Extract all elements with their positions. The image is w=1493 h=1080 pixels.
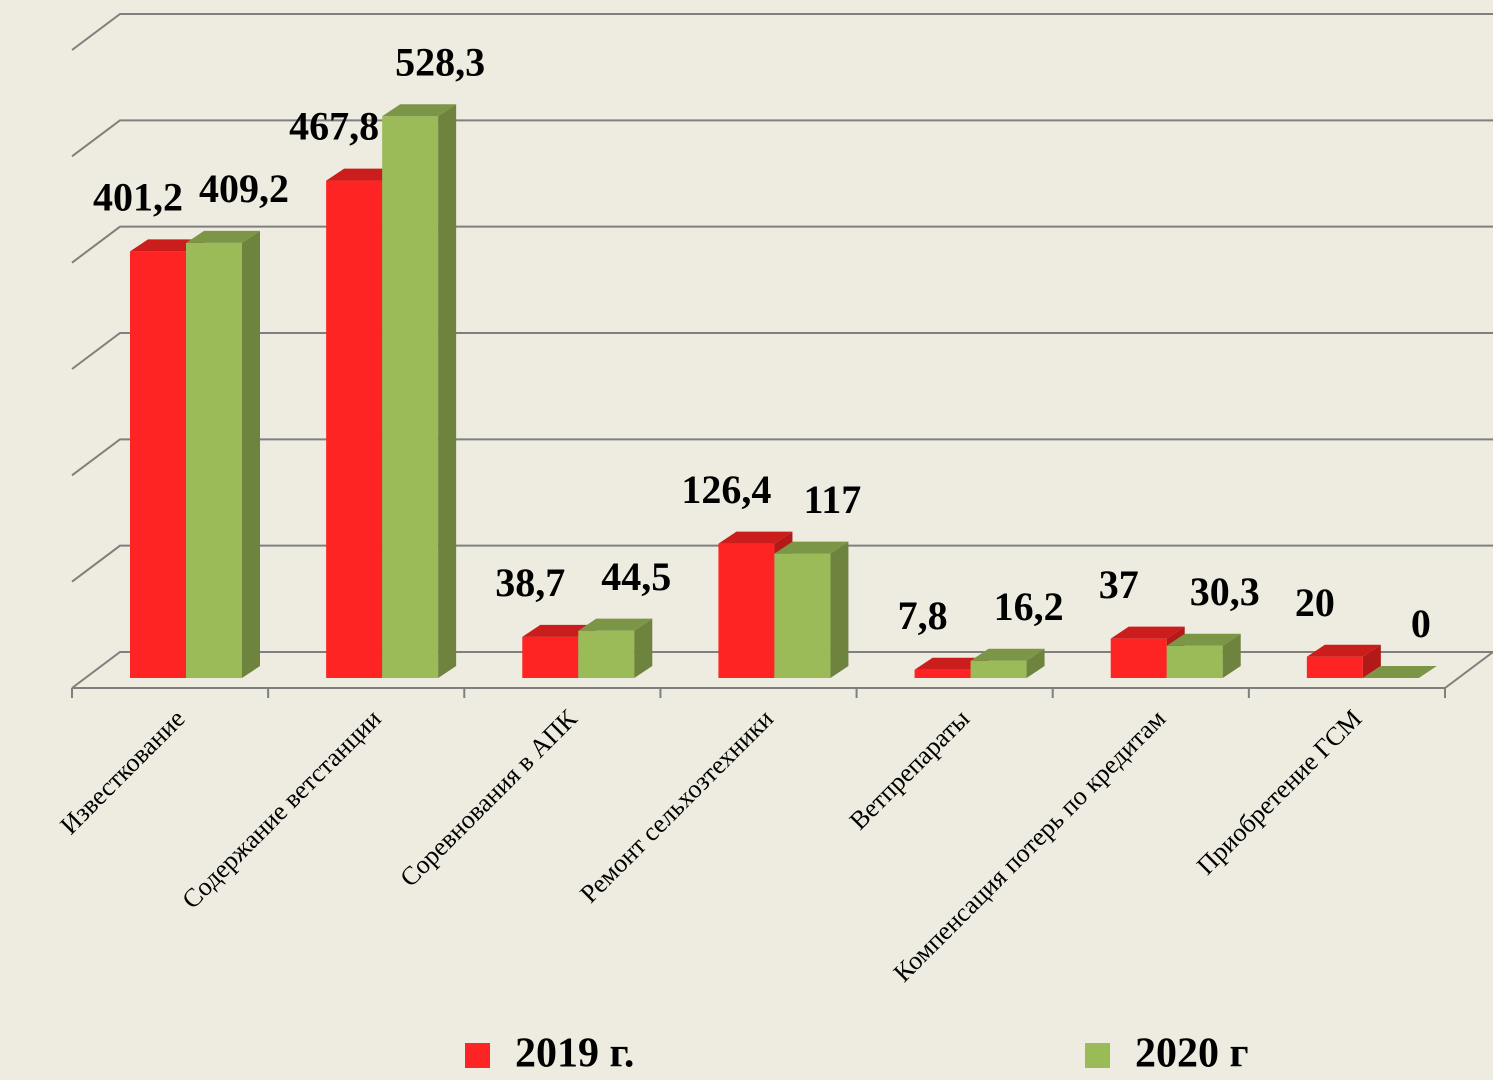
bar-top — [970, 648, 1045, 661]
bar — [1166, 645, 1223, 678]
bar-top — [774, 541, 849, 554]
bar-top — [578, 618, 653, 631]
data-label: 7,8 — [898, 593, 948, 638]
grid-line — [71, 438, 1493, 477]
bar — [522, 636, 579, 678]
legend-swatch — [465, 1043, 490, 1068]
bar-top — [130, 239, 204, 252]
bar — [914, 669, 971, 678]
data-label: 401,2 — [93, 175, 183, 220]
bar-top — [1306, 644, 1381, 657]
bar-side — [1362, 644, 1381, 678]
grid-line — [71, 544, 1493, 583]
bar-side — [1222, 633, 1241, 678]
bar — [1306, 656, 1363, 678]
bar-top — [914, 657, 989, 670]
legend-swatch — [1085, 1043, 1110, 1068]
bar — [326, 180, 383, 678]
legend-label: 2019 г. — [515, 1031, 634, 1077]
bar-top — [522, 624, 597, 637]
bar — [130, 251, 186, 678]
bar — [1110, 638, 1167, 678]
data-label: 117 — [804, 477, 862, 522]
x-tick-label: Содержание ветстанции — [176, 704, 386, 914]
bar-side — [830, 541, 849, 678]
bar-side — [242, 230, 260, 678]
bar-top — [326, 168, 401, 181]
bar — [774, 553, 831, 678]
bar-top — [718, 531, 793, 544]
bar-side — [438, 104, 457, 679]
grid-line — [71, 332, 1493, 370]
data-label: 37 — [1099, 562, 1139, 607]
bar — [718, 543, 775, 678]
bar — [970, 660, 1027, 678]
bar-top — [1166, 633, 1241, 646]
x-tick-label: Приобретение ГСМ — [1191, 704, 1367, 880]
x-tick-label: Ремонт сельхозтехники — [574, 704, 779, 909]
data-label: 20 — [1295, 580, 1335, 625]
bar-top — [382, 104, 457, 117]
bar — [382, 116, 439, 679]
bar — [578, 630, 635, 678]
data-label: 409,2 — [199, 166, 289, 211]
data-label: 30,3 — [1190, 569, 1260, 614]
bar-side — [634, 618, 653, 678]
x-tick-label: Известкование — [54, 704, 190, 840]
bar-side — [1026, 648, 1045, 678]
x-tick-label: Соревнования в АПК — [394, 703, 583, 892]
bar-top — [186, 230, 260, 243]
data-label: 126,4 — [681, 467, 771, 512]
data-label: 16,2 — [994, 584, 1064, 629]
data-label: 467,8 — [289, 104, 379, 149]
bar — [186, 242, 242, 678]
bar-top — [1362, 666, 1437, 678]
legend-label: 2020 г — [1135, 1031, 1249, 1077]
x-tick-label: Ветпрепараты — [844, 704, 975, 835]
data-label: 0 — [1411, 601, 1431, 646]
grid-line — [71, 119, 1493, 158]
bar-top — [1110, 626, 1185, 639]
data-label: 38,7 — [495, 560, 565, 605]
data-label: 528,3 — [395, 39, 485, 84]
data-label: 44,5 — [601, 554, 671, 599]
grid-line — [71, 225, 1493, 264]
grid-line — [71, 13, 1493, 51]
